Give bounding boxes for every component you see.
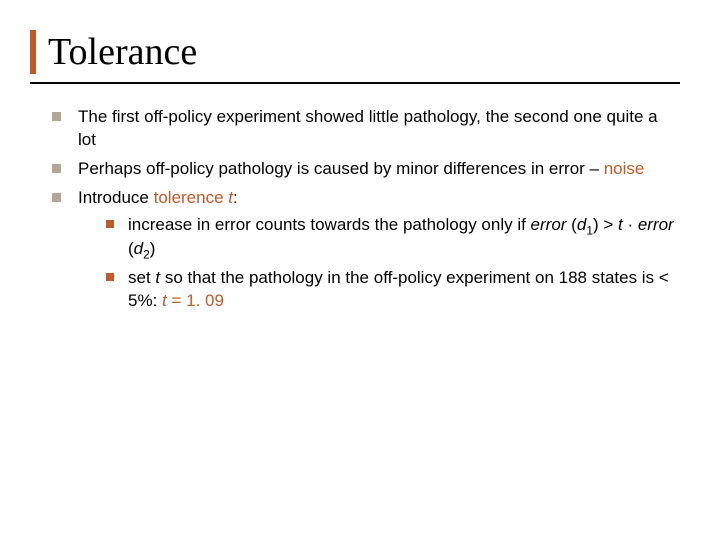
bullet-text: The first off-policy experiment showed l… xyxy=(78,107,658,149)
sub-text: ( xyxy=(566,215,576,234)
accent-text: noise xyxy=(604,159,645,178)
sub-text: increase in error counts towards the pat… xyxy=(128,215,531,234)
bullet-text: Perhaps off-policy pathology is caused b… xyxy=(78,159,604,178)
ital-text: error xyxy=(638,215,674,234)
title-wrap: Tolerance xyxy=(30,30,680,74)
accent-text: = 1. 09 xyxy=(167,291,224,310)
title-underline xyxy=(30,82,680,84)
slide-title: Tolerance xyxy=(48,30,680,74)
ital-text: d xyxy=(577,215,586,234)
sub-list: increase in error counts towards the pat… xyxy=(78,214,680,313)
bullet-text: Introduce xyxy=(78,188,154,207)
subscript: 1 xyxy=(586,223,593,237)
sub-item: increase in error counts towards the pat… xyxy=(106,214,680,263)
sub-text: set xyxy=(128,268,155,287)
bullet-list: The first off-policy experiment showed l… xyxy=(30,106,680,313)
sub-text: ) > xyxy=(593,215,618,234)
sub-item: set t so that the pathology in the off-p… xyxy=(106,267,680,313)
bullet-text: : xyxy=(233,188,238,207)
sub-text: · xyxy=(623,215,638,234)
ital-text: d xyxy=(134,239,143,258)
accent-text: tolerence xyxy=(154,188,229,207)
bullet-item: The first off-policy experiment showed l… xyxy=(52,106,680,152)
sub-text: ) xyxy=(150,239,156,258)
bullet-item: Perhaps off-policy pathology is caused b… xyxy=(52,158,680,181)
ital-text: error xyxy=(531,215,567,234)
subscript: 2 xyxy=(143,248,150,262)
bullet-item: Introduce tolerence t: increase in error… xyxy=(52,187,680,313)
